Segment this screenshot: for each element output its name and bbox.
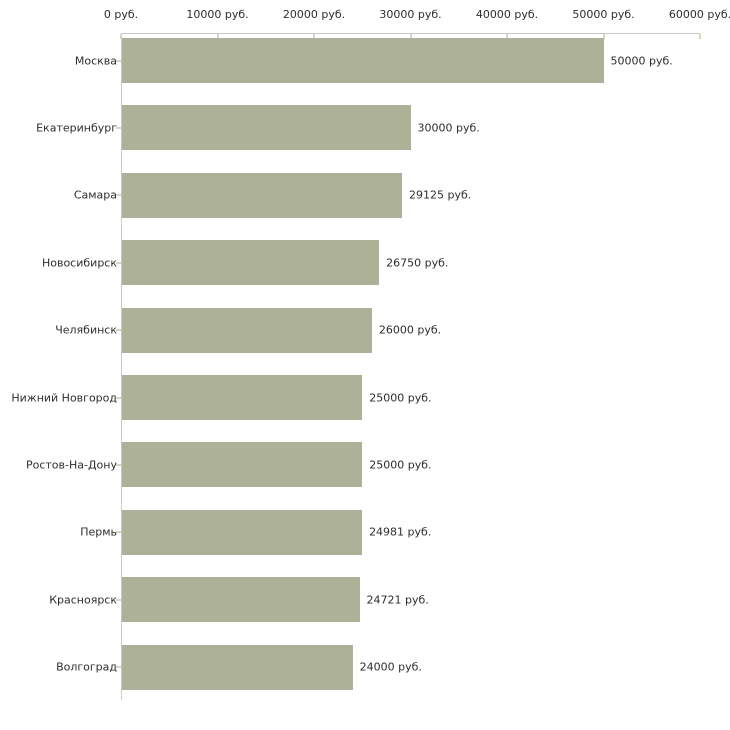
- y-axis-tick-mark: [116, 261, 121, 264]
- value-label: 24981 руб.: [369, 525, 432, 539]
- bar: [122, 577, 360, 623]
- value-label: 24000 руб.: [359, 660, 422, 674]
- bar: [122, 240, 380, 286]
- bar: [122, 375, 363, 420]
- category-label: Ростов-На-Дону: [25, 458, 117, 472]
- y-axis-tick-mark: [116, 59, 121, 62]
- bar: [122, 38, 604, 83]
- value-label: 25000 руб.: [369, 391, 432, 404]
- bar: [122, 644, 353, 690]
- y-axis-tick-mark: [116, 329, 121, 332]
- y-axis-tick-mark: [116, 666, 121, 669]
- category-label: Самара: [73, 188, 117, 202]
- bar: [122, 442, 363, 488]
- x-axis-tick-label: 40000 руб.: [475, 8, 539, 21]
- category-label: Москва: [74, 54, 117, 67]
- y-axis-tick-mark: [116, 531, 121, 534]
- value-label: 26750 руб.: [386, 256, 449, 270]
- x-axis-tick-label: 20000 руб.: [282, 8, 346, 21]
- bar: [122, 105, 411, 151]
- x-axis-tick-mark: [313, 34, 315, 39]
- value-label: 26000 руб.: [378, 323, 442, 337]
- y-axis-tick-mark: [116, 463, 121, 466]
- x-axis-tick-mark: [506, 34, 508, 39]
- x-axis-tick-mark: [699, 34, 701, 39]
- y-axis-tick-mark: [116, 396, 121, 399]
- x-axis-tick-mark: [602, 34, 605, 39]
- category-label: Красноярск: [49, 593, 117, 607]
- x-axis-line: [121, 33, 700, 34]
- value-label: 24721 руб.: [366, 593, 429, 607]
- bar: [122, 307, 372, 353]
- x-axis-tick-mark: [409, 34, 412, 39]
- category-label: Новосибирск: [41, 256, 117, 270]
- y-axis-tick-mark: [116, 598, 121, 601]
- x-axis-tick-label: 60000 руб.: [668, 8, 730, 21]
- value-label: 25000 руб.: [369, 458, 432, 472]
- x-axis-tick-label: 50000 руб.: [572, 8, 635, 21]
- y-axis-tick-mark: [116, 126, 121, 129]
- x-axis-tick-label: 0 руб.: [103, 8, 139, 21]
- x-axis-tick-mark: [216, 34, 219, 39]
- x-axis-tick-label: 10000 руб.: [186, 8, 249, 21]
- x-axis-tick-label: 30000 руб.: [379, 8, 442, 21]
- value-label: 50000 руб.: [610, 54, 673, 67]
- y-axis-tick-mark: [116, 194, 121, 197]
- value-label: 29125 руб.: [409, 188, 472, 202]
- category-label: Пермь: [80, 525, 117, 539]
- category-label: Челябинск: [55, 323, 117, 337]
- y-axis-line: [121, 33, 122, 700]
- category-label: Волгоград: [56, 660, 117, 674]
- value-label: 30000 руб.: [417, 121, 480, 135]
- x-axis-tick-mark: [120, 34, 122, 39]
- category-label: Екатеринбург: [36, 121, 117, 135]
- bar: [122, 172, 403, 218]
- category-label: Нижний Новгород: [11, 391, 117, 404]
- bar: [122, 509, 363, 555]
